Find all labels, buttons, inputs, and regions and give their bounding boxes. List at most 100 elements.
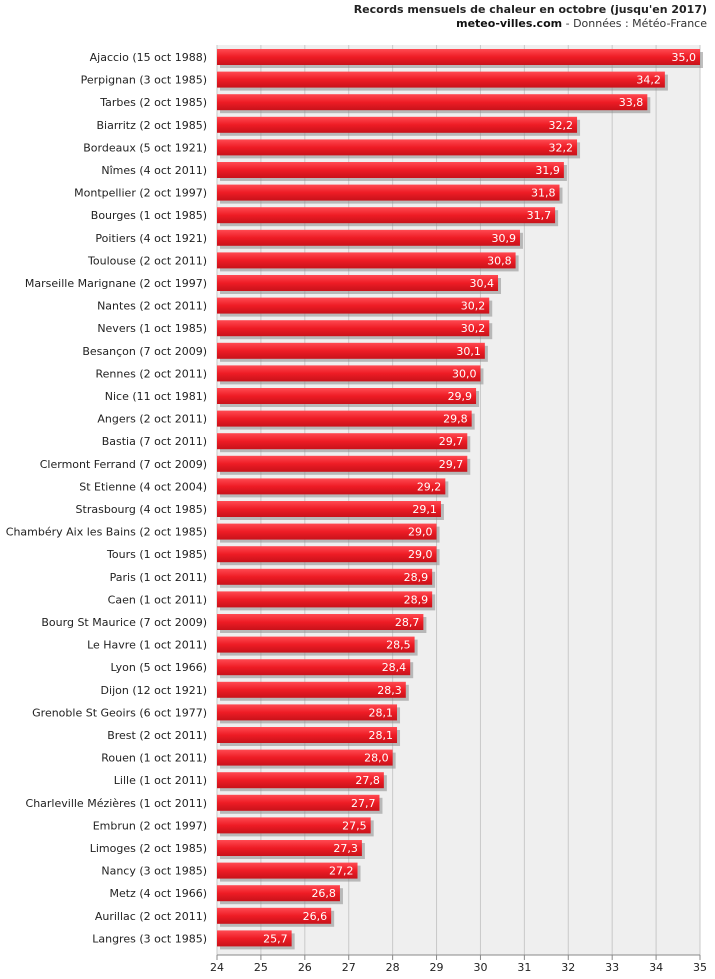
value-label: 29,0: [408, 548, 433, 561]
chart-title: Records mensuels de chaleur en octobre (…: [353, 3, 707, 16]
value-label: 31,9: [535, 164, 560, 177]
bar: [217, 71, 665, 88]
tick-label: 32: [561, 961, 575, 974]
chart-subtitle: meteo-villes.com - Données : Météo-Franc…: [456, 17, 707, 30]
bar: [217, 320, 490, 337]
x-axis: 24 25 26 27 28 29 30 31 32 33 34 35: [210, 954, 707, 974]
bar: [217, 49, 700, 65]
category-label: Rouen (1 oct 2011): [101, 752, 207, 765]
tick-label: 24: [210, 961, 224, 974]
category-label: Besançon (7 oct 2009): [82, 345, 207, 358]
category-label: Strasbourg (4 oct 1985): [76, 503, 207, 516]
value-label: 30,2: [461, 322, 486, 335]
tick-label: 25: [254, 961, 268, 974]
category-label: Toulouse (2 oct 2011): [87, 254, 207, 267]
value-label: 26,8: [311, 887, 336, 900]
bar: [217, 116, 578, 133]
value-label: 27,8: [355, 774, 380, 787]
tick-label: 27: [342, 961, 356, 974]
bar: [217, 501, 441, 517]
category-label: Poitiers (4 oct 1921): [95, 232, 207, 245]
tick-label: 35: [693, 961, 707, 974]
value-label: 28,5: [386, 639, 411, 652]
source-text: - Données : Météo-France: [562, 17, 707, 30]
tick-label: 34: [649, 961, 663, 974]
tick-label: 29: [430, 961, 444, 974]
category-labels: Ajaccio (15 oct 1988) Perpignan (3 oct 19…: [6, 51, 207, 945]
bar: [217, 478, 446, 495]
value-label: 34,2: [636, 74, 661, 87]
bar: [217, 94, 648, 111]
value-label: 27,7: [351, 797, 376, 810]
bar: [217, 139, 578, 156]
category-label: Tarbes (2 oct 1985): [99, 96, 207, 109]
category-label: Bastia (7 oct 2011): [102, 435, 207, 448]
bar: [217, 162, 564, 178]
site-name[interactable]: meteo-villes.com: [456, 17, 563, 30]
category-label: Metz (4 oct 1966): [109, 887, 207, 900]
bar: [217, 907, 332, 924]
bar: [217, 704, 398, 721]
bar: [217, 388, 477, 404]
bar: [217, 297, 490, 314]
value-label: 28,9: [404, 571, 429, 584]
tick-label: 26: [298, 961, 312, 974]
category-label: Nevers (1 oct 1985): [97, 322, 207, 335]
bar: [217, 930, 292, 947]
category-label: Bordeaux (5 oct 1921): [83, 141, 207, 154]
value-label: 33,8: [619, 96, 644, 109]
category-label: Angers (2 oct 2011): [97, 413, 207, 426]
value-label: 28,1: [369, 729, 394, 742]
category-label: Embrun (2 oct 1997): [93, 819, 207, 832]
category-label: Bourg St Maurice (7 oct 2009): [41, 616, 207, 629]
category-label: Brest (2 oct 2011): [107, 729, 207, 742]
value-label: 30,9: [491, 232, 516, 245]
bar: [217, 614, 424, 630]
value-label: 30,8: [487, 254, 512, 267]
value-label: 29,8: [443, 413, 468, 426]
bar: [217, 365, 481, 382]
value-label: 29,7: [439, 435, 464, 448]
value-label: 29,1: [412, 503, 437, 516]
bar: [217, 523, 437, 540]
category-label: Grenoble St Geoirs (6 oct 1977): [32, 706, 207, 719]
category-label: Ajaccio (15 oct 1988): [90, 51, 207, 64]
value-label: 28,0: [364, 752, 389, 765]
bar: [217, 410, 472, 427]
category-label: Marseille Marignane (2 oct 1997): [25, 277, 207, 290]
category-label: Langres (3 oct 1985): [92, 932, 207, 945]
bar: [217, 727, 398, 743]
category-label: Rennes (2 oct 2011): [95, 367, 207, 380]
category-label: St Etienne (4 oct 2004): [79, 480, 207, 493]
value-label: 28,7: [395, 616, 420, 629]
category-label: Montpellier (2 oct 1997): [74, 187, 207, 200]
tick-label: 33: [605, 961, 619, 974]
value-label: 29,7: [439, 458, 464, 471]
bar: [217, 817, 371, 834]
bar: [217, 184, 560, 201]
value-label: 32,2: [549, 119, 574, 132]
tick-label: 30: [473, 961, 487, 974]
bar: [217, 681, 406, 698]
bar: [217, 862, 358, 879]
value-label: 30,2: [461, 300, 486, 313]
value-label: 29,0: [408, 526, 433, 539]
category-label: Le Havre (1 oct 2011): [87, 639, 207, 652]
value-label: 27,3: [333, 842, 358, 855]
category-label: Paris (1 oct 2011): [110, 571, 207, 584]
category-label: Tours (1 oct 1985): [106, 548, 207, 561]
value-label: 30,1: [456, 345, 481, 358]
category-label: Dijon (12 oct 1921): [101, 684, 207, 697]
bar: [217, 568, 433, 585]
value-label: 31,8: [531, 187, 556, 200]
category-label: Nîmes (4 oct 2011): [101, 164, 207, 177]
tick-label: 31: [517, 961, 531, 974]
value-label: 31,7: [527, 209, 552, 222]
value-label: 28,9: [404, 593, 429, 606]
category-label: Charleville Mézières (1 oct 2011): [26, 797, 207, 810]
bar: [217, 749, 393, 766]
value-label: 35,0: [672, 51, 697, 64]
bar: [217, 659, 411, 676]
category-label: Clermont Ferrand (7 oct 2009): [40, 458, 207, 471]
